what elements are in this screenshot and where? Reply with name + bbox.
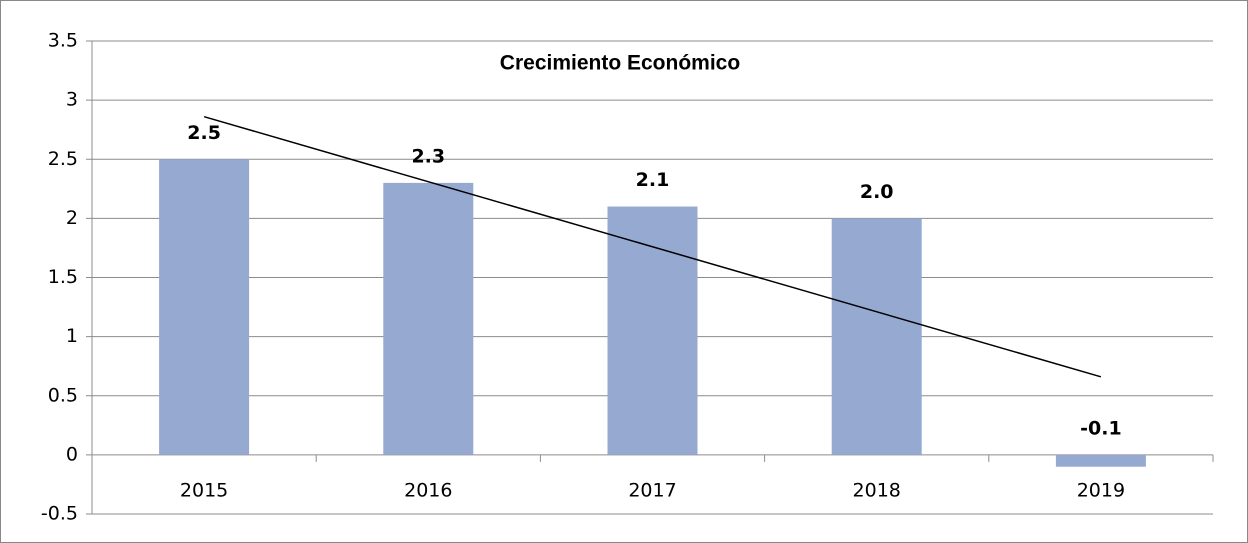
- x-tick-label: 2019: [1077, 479, 1125, 501]
- y-tick-label: 2.5: [48, 148, 78, 170]
- chart-title: Crecimiento Económico: [500, 52, 740, 75]
- y-tick-label: 0.5: [48, 384, 78, 406]
- bar: [383, 182, 474, 455]
- value-label: 2.1: [636, 169, 670, 191]
- y-tick-label: 1.5: [48, 266, 78, 288]
- y-tick-label: -0.5: [41, 503, 78, 525]
- y-tick-label: 1: [66, 325, 78, 347]
- x-tick-label: 2016: [404, 479, 452, 501]
- value-label: 2.3: [411, 145, 445, 167]
- bar: [831, 218, 922, 455]
- x-tick-label: 2018: [853, 479, 901, 501]
- y-tick-label: 3.5: [48, 30, 78, 52]
- x-tick-label: 2017: [628, 479, 676, 501]
- trend-line: [203, 115, 1102, 378]
- bar: [159, 159, 250, 455]
- value-label: 2.5: [187, 122, 221, 144]
- y-tick-label: 2: [66, 207, 78, 229]
- y-tick-label: 0: [66, 443, 78, 465]
- x-tick-label: 2015: [180, 479, 228, 501]
- value-label: -0.1: [1080, 417, 1122, 439]
- y-tick-label: 3: [66, 89, 78, 111]
- bar: [607, 206, 698, 455]
- value-label: 2.0: [860, 181, 894, 203]
- bar: [1055, 454, 1146, 467]
